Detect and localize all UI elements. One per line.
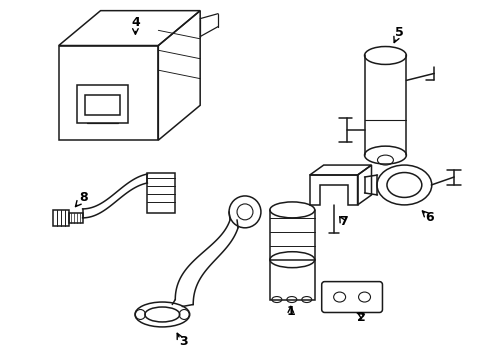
Text: 1: 1	[286, 305, 295, 318]
Text: 6: 6	[424, 211, 433, 224]
Text: 4: 4	[131, 16, 140, 29]
Text: 8: 8	[79, 192, 88, 204]
Text: 5: 5	[394, 26, 403, 39]
Text: 2: 2	[356, 311, 365, 324]
Text: 3: 3	[179, 335, 187, 348]
Text: 7: 7	[339, 215, 347, 228]
